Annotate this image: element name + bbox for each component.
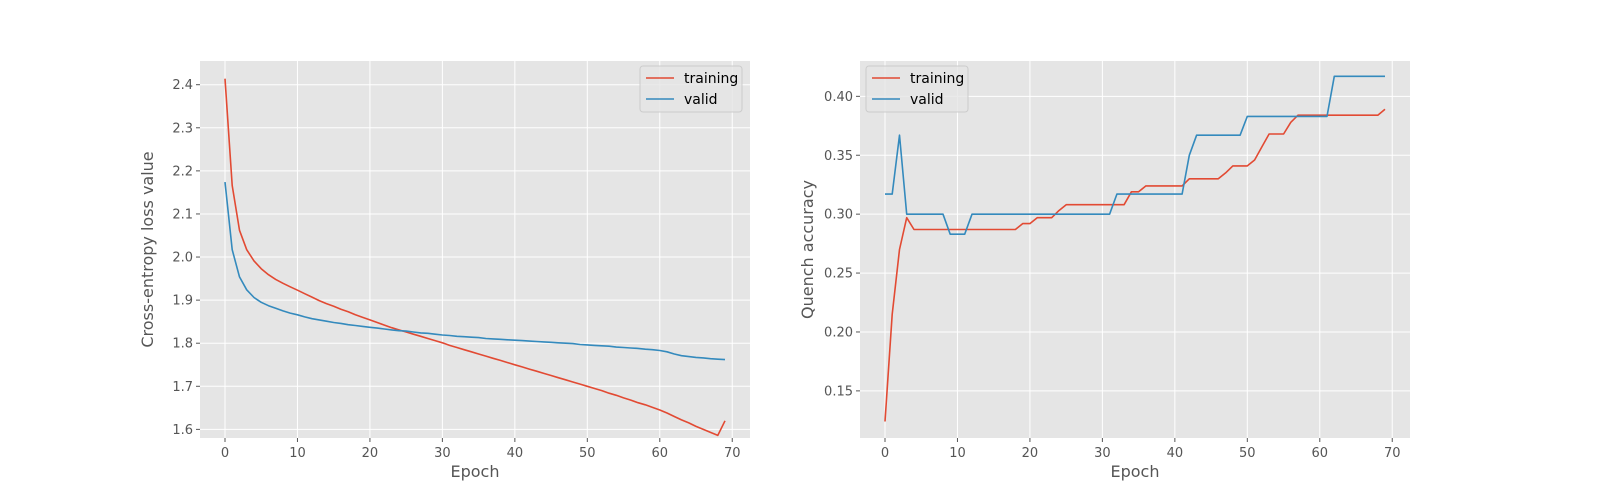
x-tick-label: 50 (1239, 446, 1256, 461)
y-tick-label: 0.35 (824, 149, 853, 164)
y-tick-label: 0.30 (824, 208, 853, 223)
legend: training valid (639, 65, 743, 113)
x-tick-label: 0 (881, 446, 889, 461)
loss-chart: 0 10 20 30 40 50 60 70 1.6 1.7 1.8 1.9 2.0 2.1 2.2 2.3 2… (138, 61, 750, 481)
legend: training valid (865, 65, 969, 113)
y-tick-label: 2.3 (172, 121, 193, 136)
x-axis-label: Epoch (1111, 462, 1160, 481)
x-tick-label: 60 (1312, 446, 1329, 461)
legend-label-valid: valid (684, 92, 718, 108)
x-tick-label: 60 (652, 446, 669, 461)
x-tick-label: 70 (724, 446, 741, 461)
series-line-training (224, 78, 726, 437)
plot-area (200, 61, 750, 438)
x-tick-label: 40 (1167, 446, 1184, 461)
x-tick-label: 30 (434, 446, 451, 461)
x-tick-label: 0 (221, 446, 229, 461)
y-axis-label: Cross-entropy loss value (138, 151, 157, 347)
y-tick-label: 0.20 (824, 325, 853, 340)
x-tick-label: 20 (362, 446, 379, 461)
legend-label-valid: valid (910, 92, 944, 108)
y-tick-label: 1.7 (172, 380, 193, 395)
x-tick-label: 30 (1094, 446, 1111, 461)
y-tick-label: 2.4 (172, 78, 193, 93)
x-tick-label: 40 (507, 446, 524, 461)
y-tick-label: 1.6 (172, 423, 193, 438)
y-tick-label: 0.40 (824, 90, 853, 105)
y-tick-label: 2.1 (172, 207, 193, 222)
y-tick-label: 1.8 (172, 337, 193, 352)
x-tick-label: 10 (949, 446, 966, 461)
legend-label-training: training (684, 71, 738, 87)
y-axis-label: Quench accuracy (798, 180, 817, 319)
series-line-training (884, 108, 1386, 422)
y-tick-label: 2.0 (172, 251, 193, 266)
y-tick-label: 1.9 (172, 294, 193, 309)
x-tick-label: 10 (289, 446, 306, 461)
x-tick-label: 20 (1022, 446, 1039, 461)
y-tick-label: 2.2 (172, 164, 193, 179)
series-line-valid (224, 182, 726, 361)
legend-label-training: training (910, 71, 964, 87)
plot-area (860, 61, 1410, 438)
x-axis-label: Epoch (451, 462, 500, 481)
x-tick-label: 50 (579, 446, 596, 461)
series-line-valid (885, 75, 1385, 235)
y-tick-label: 0.25 (824, 267, 853, 282)
accuracy-chart: 0 10 20 30 40 50 60 70 0.15 0.20 0.25 0.30 0.35 0.40 E… (798, 61, 1410, 481)
y-tick-label: 0.15 (824, 384, 853, 399)
x-tick-label: 70 (1384, 446, 1401, 461)
